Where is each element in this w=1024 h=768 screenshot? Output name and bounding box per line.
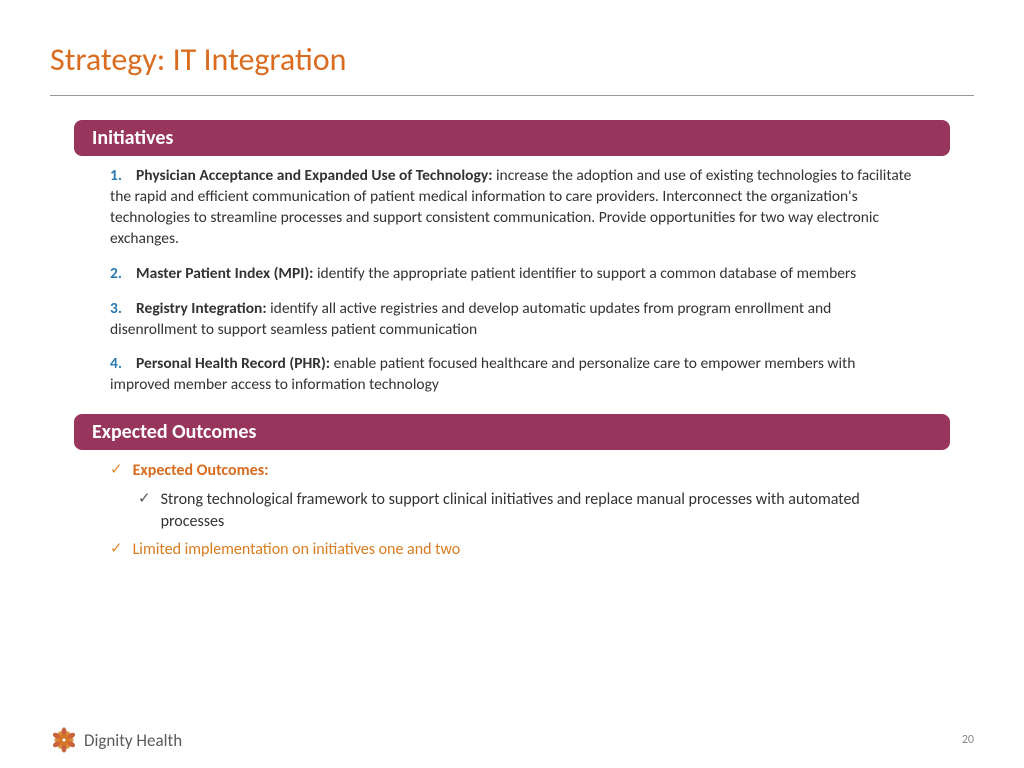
- initiative-body: identify the appropriate patient identif…: [313, 264, 856, 283]
- initiative-item: 1. Physician Acceptance and Expanded Use…: [110, 166, 914, 250]
- outcomes-header: Expected Outcomes: [74, 414, 950, 450]
- initiatives-content: 1. Physician Acceptance and Expanded Use…: [110, 166, 914, 396]
- initiative-title: Master Patient Index (MPI):: [136, 264, 313, 283]
- brand-logo: Dignity Health: [50, 726, 182, 754]
- brand-name: Dignity Health: [84, 730, 182, 751]
- page-number: 20: [962, 733, 974, 747]
- outcome-limited: Limited implementation on initiatives on…: [133, 539, 914, 561]
- outcome-bullet: Strong technological framework to suppor…: [161, 489, 914, 534]
- initiative-item: 3. Registry Integration: identify all ac…: [110, 299, 914, 341]
- initiative-number: 4.: [110, 354, 122, 373]
- outcomes-content: ✓ Expected Outcomes: ✓ Strong technologi…: [110, 460, 914, 562]
- initiative-number: 3.: [110, 299, 122, 318]
- outcome-row: ✓ Strong technological framework to supp…: [110, 489, 914, 534]
- initiative-title: Registry Integration:: [136, 299, 267, 318]
- initiative-item: 2. Master Patient Index (MPI): identify …: [110, 264, 914, 285]
- flower-icon: [50, 726, 78, 754]
- outcome-row: ✓ Expected Outcomes:: [110, 460, 914, 482]
- check-icon: ✓: [110, 539, 123, 560]
- outcome-heading: Expected Outcomes:: [133, 460, 914, 482]
- slide-title: Strategy: IT Integration: [50, 40, 974, 79]
- initiative-number: 1.: [110, 166, 122, 185]
- initiatives-header: Initiatives: [74, 120, 950, 156]
- slide-footer: Dignity Health 20: [50, 726, 974, 754]
- initiative-title: Physician Acceptance and Expanded Use of…: [136, 166, 492, 185]
- outcome-row: ✓ Limited implementation on initiatives …: [110, 539, 914, 561]
- check-icon: ✓: [110, 460, 123, 481]
- initiative-number: 2.: [110, 264, 122, 283]
- initiative-item: 4. Personal Health Record (PHR): enable …: [110, 354, 914, 396]
- initiative-title: Personal Health Record (PHR):: [136, 354, 330, 373]
- check-icon: ✓: [138, 489, 151, 510]
- title-divider: [50, 95, 974, 96]
